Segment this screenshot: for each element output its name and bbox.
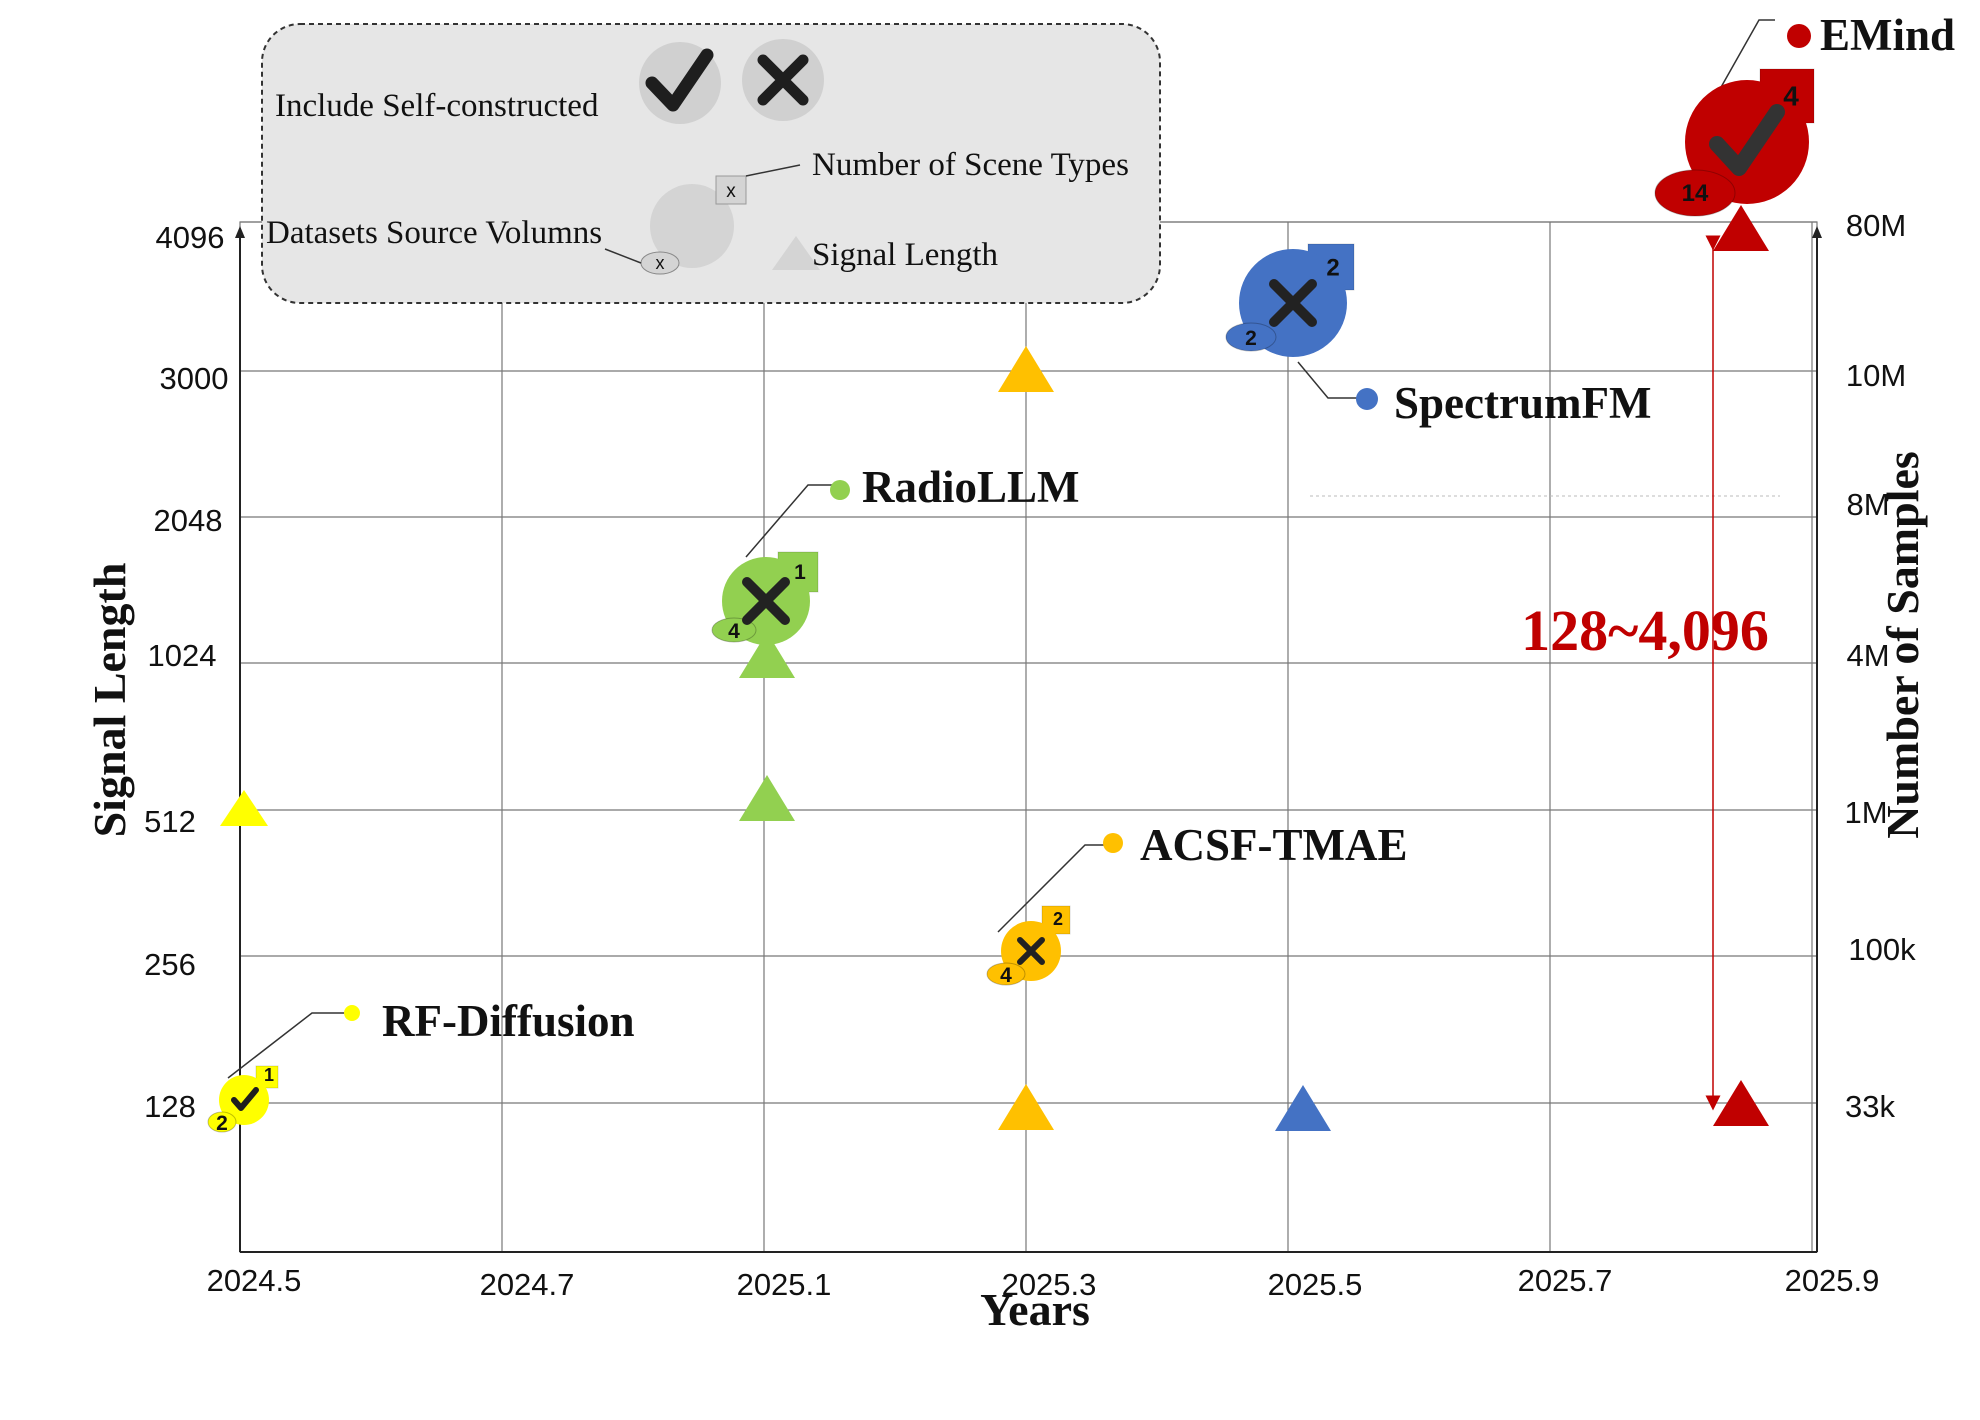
source-volumes-badge-text: 14 (1682, 180, 1709, 207)
scene-types-badge-text: 1 (794, 561, 806, 584)
source-volumes-badge-text: 4 (728, 620, 740, 643)
legend-source-volumes-label: Datasets Source Volumns (266, 215, 602, 251)
right-tick-label: 4M (1846, 638, 1889, 673)
check-icon (645, 48, 714, 112)
model-marks: RF-Diffusion12RadioLLM14ACSF-TMAE24Spect… (207, 10, 1955, 1135)
signal-length-triangle (739, 775, 795, 821)
x-axis-title: Years (980, 1284, 1090, 1335)
x-tick-label: 2025.3 (1002, 1267, 1097, 1302)
source-volumes-badge (207, 1111, 237, 1133)
left-tick-label: 1024 (148, 638, 217, 673)
check-icon (1709, 104, 1785, 176)
scene-types-badge-text: 2 (1053, 909, 1063, 929)
right-tick-label: 100k (1848, 932, 1916, 967)
legend: Include Self-constructed x Number of Sce… (261, 23, 1161, 304)
right-tick-label: 1M (1844, 795, 1887, 830)
right-tick-label: 10M (1846, 358, 1906, 393)
left-axis-arrow (235, 226, 245, 238)
x-tick-label: 2024.7 (480, 1267, 575, 1302)
model-group: RadioLLM 1 4 (711, 462, 1080, 821)
legend-scene-badge-text: x (726, 181, 736, 202)
left-axis-ticks: 128 256 512 1024 2048 3000 4096 (144, 220, 228, 1124)
model-leader-line (1297, 361, 1360, 399)
model-group: SpectrumFM 2 2 (1225, 243, 1651, 1131)
model-legend-dot (1787, 24, 1811, 48)
legend-scene-badge (715, 175, 747, 205)
model-legend-dot (344, 1005, 360, 1021)
scene-types-badge-text: 1 (264, 1065, 274, 1085)
range-note-label: 128~4,096 (1521, 598, 1769, 663)
model-group: ACSF-TMAE 2 4 (986, 346, 1408, 1130)
range-annotation: 128~4,096 (1521, 235, 1769, 1111)
legend-scene-types-label: Number of Scene Types (812, 147, 1129, 183)
model-group: EMind 4 14 (1654, 10, 1955, 1126)
right-tick-label: 8M (1846, 487, 1889, 522)
source-volumes-badge-text: 4 (1000, 964, 1012, 987)
source-volumes-badge (986, 962, 1026, 986)
legend-signal-length-label: Signal Length (812, 237, 999, 273)
right-tick-label: 33k (1845, 1089, 1895, 1124)
model-label: RadioLLM (862, 462, 1080, 512)
model-group: RF-Diffusion 1 2 (207, 790, 635, 1135)
scene-types-badge-text: 4 (1783, 81, 1799, 112)
legend-source-badge-text: x (656, 253, 665, 273)
cross-icon (742, 577, 790, 625)
x-tick-label: 2025.7 (1518, 1263, 1613, 1298)
left-tick-label: 256 (144, 947, 196, 982)
source-volumes-badge-text: 2 (1245, 327, 1257, 350)
model-legend-dot (1356, 388, 1378, 410)
model-label: EMind (1820, 10, 1955, 60)
left-tick-label: 512 (144, 804, 196, 839)
signal-length-triangle (998, 346, 1054, 392)
model-label: RF-Diffusion (382, 996, 635, 1046)
legend-triangle-icon (772, 236, 820, 270)
cross-icon (1017, 937, 1045, 965)
model-leader-line (1719, 19, 1775, 90)
left-tick-label: 4096 (156, 220, 225, 255)
left-tick-label: 2048 (154, 503, 223, 538)
signal-length-triangle (220, 790, 268, 826)
right-axis-ticks: 33k 100k 1M 4M 8M 10M 80M (1844, 208, 1916, 1124)
left-axis-title: Signal Length (84, 563, 135, 838)
signal-length-triangle (998, 1084, 1054, 1130)
check-icon (231, 1087, 259, 1111)
legend-self-constructed-label: Include Self-constructed (275, 88, 599, 124)
signal-length-triangle (1275, 1085, 1331, 1131)
left-tick-label: 128 (144, 1089, 196, 1124)
x-tick-label: 2025.1 (737, 1267, 832, 1302)
x-tick-label: 2025.5 (1268, 1267, 1363, 1302)
x-axis-ticks: 2024.5 2024.7 2025.1 2025.3 2025.5 2025.7 2025… (207, 1263, 1880, 1302)
model-legend-dot (830, 480, 850, 500)
x-tick-label: 2025.9 (1785, 1263, 1880, 1298)
source-volumes-badge (1654, 169, 1736, 217)
left-tick-label: 3000 (160, 361, 229, 396)
signal-length-triangle (739, 632, 795, 678)
right-axis-arrow (1812, 226, 1822, 238)
cross-icon (1269, 279, 1317, 327)
cross-icon (757, 54, 809, 106)
source-volumes-badge (1225, 322, 1277, 352)
right-axis-title: Number of Samples (1877, 451, 1928, 839)
signal-length-triangle (1713, 205, 1769, 251)
model-leader-line (745, 484, 834, 558)
model-leader-line (227, 1012, 348, 1079)
model-leader-line (997, 844, 1106, 933)
legend-scene-leader (745, 164, 801, 177)
x-tick-label: 2024.5 (207, 1263, 302, 1298)
legend-samples-circle (650, 184, 734, 268)
right-tick-label: 80M (1846, 208, 1906, 243)
model-label: SpectrumFM (1394, 378, 1651, 428)
legend-source-leader (604, 248, 642, 264)
signal-length-triangle (1713, 1080, 1769, 1126)
scene-types-badge-text: 2 (1326, 254, 1339, 281)
source-volumes-badge-text: 2 (216, 1112, 228, 1135)
model-legend-dot (1103, 833, 1123, 853)
model-label: ACSF-TMAE (1140, 820, 1408, 870)
